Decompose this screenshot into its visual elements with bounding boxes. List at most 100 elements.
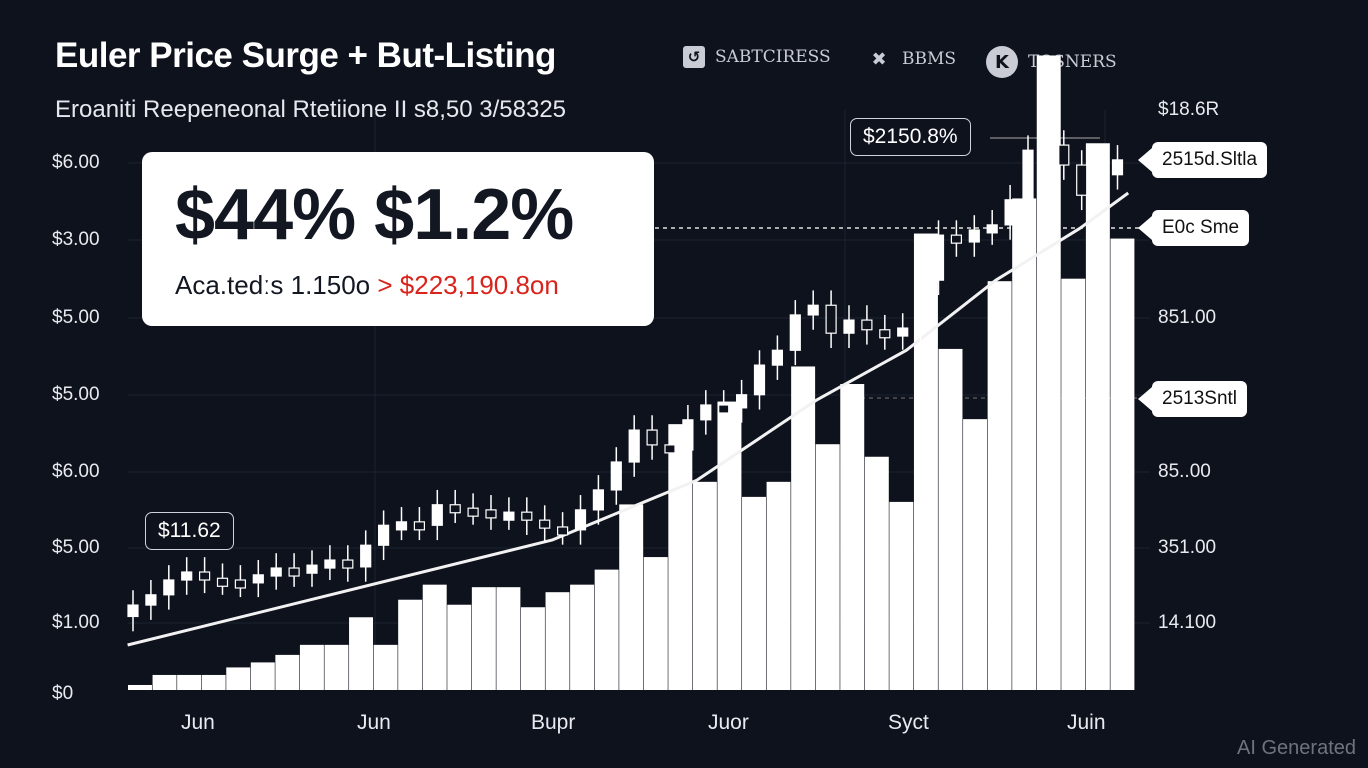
x-axis-tick: Juin [1067,711,1106,734]
candle-body [306,564,318,574]
candle-body [897,327,909,337]
candle-body [950,234,963,244]
volume-bar [128,684,152,690]
x-axis-tick: Syct [888,711,929,734]
candle-body [968,229,980,243]
candle-body [270,567,282,577]
candle-body [252,574,264,584]
candle-body [592,489,605,511]
volume-bar [1012,198,1037,690]
candle-body [1058,144,1070,166]
candle-body [825,304,837,334]
volume-bar [471,587,496,690]
left-axis-tick: $1.00 [52,612,100,633]
candle-body [360,544,372,568]
candle-body [395,521,408,531]
candle-body [449,504,461,514]
volume-bar [913,233,938,690]
volume-bar [299,644,324,690]
ai-watermark: AI Generated [1237,737,1356,759]
volume-bar [496,587,521,690]
brand-1: ↺ SABTCIRESS [683,46,831,68]
candle-body [431,504,443,526]
candle-body [503,511,515,521]
volume-bar [692,481,717,690]
candle-body [879,329,891,339]
x-axis-tick: Bupr [531,711,576,734]
volume-bar [815,444,840,690]
candle-body [574,509,587,531]
sub-prefix: Aca.tedːs 1.150o [175,270,371,300]
candle-body [378,524,390,546]
candle-body [556,526,569,536]
volume-bar [840,384,865,690]
volume-bar [619,504,644,690]
candle-body [646,429,658,446]
candle-body [861,319,873,331]
x-axis-tick: Juor [708,711,749,734]
right-axis-tick: 351.00 [1158,537,1217,558]
volume-bar [742,496,766,690]
candle-body [521,511,533,521]
candle-body [324,559,336,569]
volume-bar [398,599,423,690]
candle-body [1040,144,1052,154]
candle-body [145,594,157,606]
volume-bar [324,644,349,690]
candle-body [807,304,819,316]
candle-body [216,577,229,587]
volume-bar [717,401,742,690]
price-callout-2: E0c Sme [1137,210,1250,246]
left-axis-tick: $5.00 [52,384,100,405]
candle-body [1093,174,1106,196]
chart-subtitle: Eroaniti Reepeneonal Rtetiione II s8,50 … [55,96,567,123]
x-axis-tick: Jun [181,711,215,734]
chart-title: Euler Price Surge + But-Listing [55,36,556,75]
candle-body [413,521,425,531]
candle-body [932,234,945,281]
volume-bar [766,481,791,690]
brand-2: ✖ BBMS [866,46,956,72]
candle-body [1022,149,1034,201]
candle-body [1076,164,1088,196]
volume-bar [226,667,251,690]
brand-label: SABTCIRESS [715,47,831,67]
candle-body [234,579,246,589]
right-axis-tick: 85..00 [1158,461,1211,482]
peak-annotation: $2150.8% [850,118,971,156]
brand-label: BBMS [902,49,957,69]
volume-bar [938,348,963,690]
volume-bar [668,424,693,690]
candle-body [199,571,211,581]
volume-bar [963,419,988,690]
volume-bar [643,557,668,690]
left-axis-tick: $6.00 [52,152,100,173]
candle-body [789,314,801,351]
volume-bar [864,456,889,690]
volume-bar [177,674,202,690]
volume-bar [1061,278,1086,690]
candle-body [700,404,712,421]
left-axis-tick: $5.00 [52,537,100,558]
volume-bar [570,584,595,690]
headline-value: $44% $1.2% [175,175,574,255]
volume-bar [987,281,1012,690]
left-axis-tick: $6.00 [52,461,100,482]
candle-body [753,364,766,396]
candle-body [342,559,354,569]
summary-card: $44% $1.2% Aca.tedːs 1.150o > $223,190.8… [142,152,654,326]
candle-body [485,509,497,519]
volume-bar [275,654,300,690]
price-callout-3: 2513Sntl [1137,381,1248,417]
x-axis-tick: Jun [357,711,391,734]
candle-body [914,279,927,329]
left-axis-tick: $5.00 [52,307,100,328]
candle-body [1004,199,1016,226]
price-callout-1: 2515d.Sltla [1137,142,1268,178]
volume-bar [520,607,545,690]
candle-body [467,507,479,517]
candle-body [771,349,784,366]
left-axis-tick: $0 [52,683,74,704]
right-axis-tick: 851.00 [1158,307,1217,328]
volume-bar [152,674,177,690]
